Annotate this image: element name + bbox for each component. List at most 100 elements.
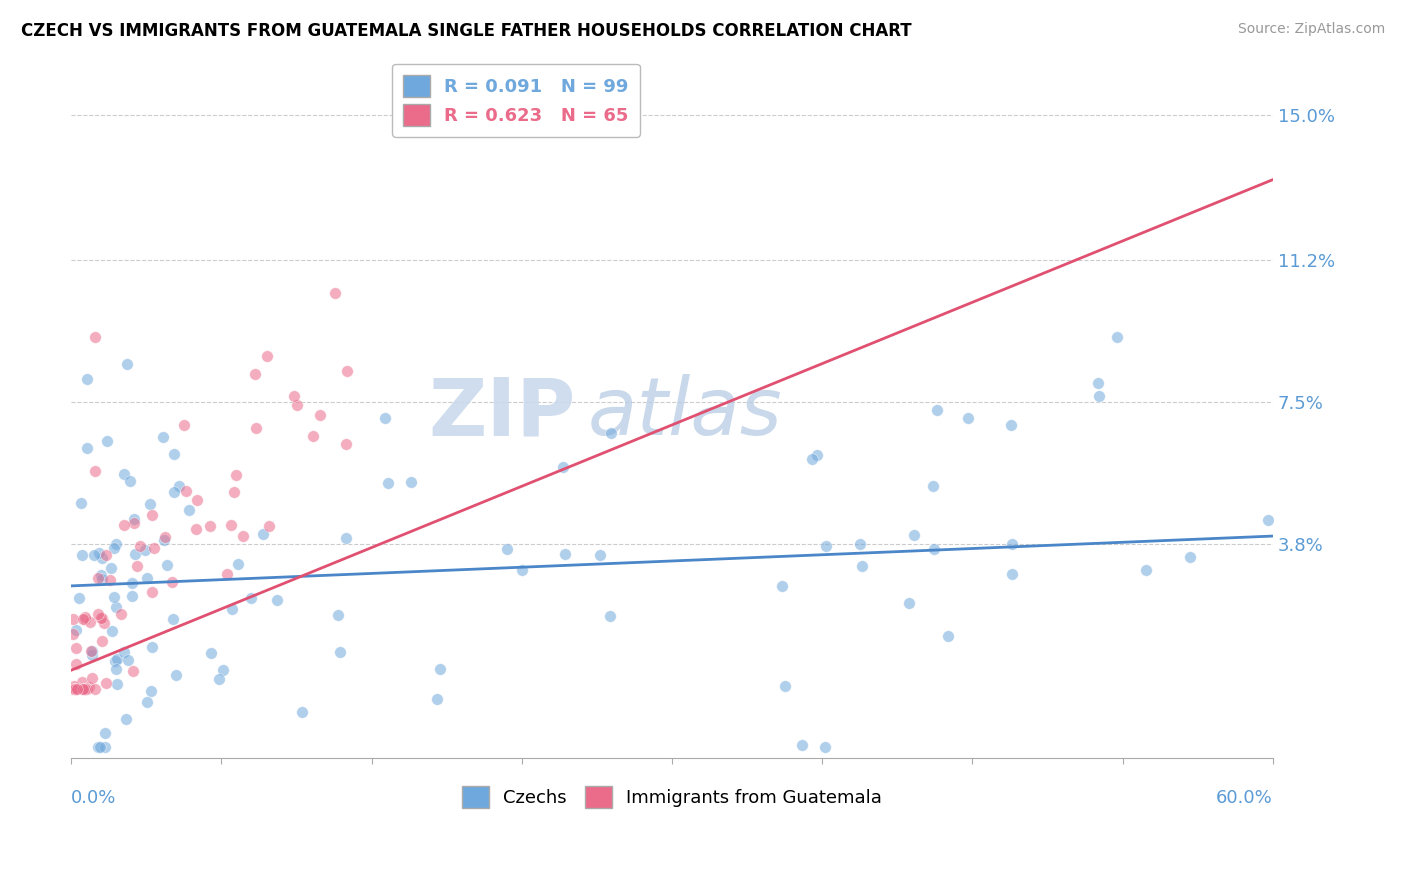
Point — [426, 692, 449, 706]
Text: Source: ZipAtlas.com: Source: ZipAtlas.com — [1237, 22, 1385, 37]
Point — [1257, 513, 1279, 527]
Point — [1135, 564, 1157, 578]
Point — [114, 712, 136, 726]
Point — [115, 357, 138, 371]
Point — [65, 624, 87, 638]
Point — [124, 547, 146, 561]
Point — [107, 677, 129, 691]
Point — [121, 575, 143, 590]
Point — [135, 571, 157, 585]
Point — [1180, 550, 1202, 565]
Point — [101, 624, 124, 639]
Point — [496, 542, 519, 557]
Point — [215, 567, 238, 582]
Point — [73, 682, 96, 697]
Point — [335, 531, 357, 545]
Point — [73, 682, 96, 697]
Point — [770, 579, 793, 593]
Point — [91, 550, 114, 565]
Point — [512, 563, 534, 577]
Point — [76, 682, 98, 697]
Point — [141, 585, 163, 599]
Text: ZIP: ZIP — [429, 375, 576, 452]
Point — [122, 664, 145, 678]
Point — [138, 497, 160, 511]
Point — [83, 682, 105, 697]
Point — [75, 610, 97, 624]
Point — [67, 591, 90, 606]
Point — [62, 612, 84, 626]
Point — [1088, 389, 1111, 403]
Point — [252, 527, 274, 541]
Point — [134, 543, 156, 558]
Point — [245, 421, 267, 435]
Point — [83, 464, 105, 478]
Point — [62, 682, 84, 697]
Point — [152, 533, 174, 547]
Point — [186, 492, 208, 507]
Point — [80, 643, 103, 657]
Point — [94, 726, 117, 740]
Point — [927, 403, 949, 417]
Point — [76, 372, 98, 386]
Point — [63, 682, 86, 697]
Point — [84, 330, 107, 344]
Point — [80, 648, 103, 662]
Point — [226, 557, 249, 571]
Point — [82, 671, 104, 685]
Point — [335, 436, 357, 450]
Point — [62, 679, 84, 693]
Point — [163, 485, 186, 500]
Point — [399, 475, 422, 489]
Point — [72, 612, 94, 626]
Point — [103, 590, 125, 604]
Point — [165, 668, 187, 682]
Point — [553, 460, 575, 475]
Point — [141, 508, 163, 522]
Point — [815, 539, 838, 553]
Point — [91, 610, 114, 624]
Point — [70, 496, 93, 510]
Point — [266, 593, 288, 607]
Legend: Czechs, Immigrants from Guatemala: Czechs, Immigrants from Guatemala — [454, 779, 890, 815]
Point — [1000, 418, 1022, 433]
Point — [200, 646, 222, 660]
Point — [66, 682, 89, 697]
Point — [94, 739, 117, 754]
Point — [104, 654, 127, 668]
Point — [153, 530, 176, 544]
Point — [814, 739, 837, 754]
Point — [70, 675, 93, 690]
Point — [142, 541, 165, 556]
Point — [160, 575, 183, 590]
Point — [243, 367, 266, 381]
Point — [118, 474, 141, 488]
Point — [179, 503, 201, 517]
Point — [221, 602, 243, 616]
Point — [100, 561, 122, 575]
Point — [103, 541, 125, 556]
Point — [212, 663, 235, 677]
Point — [87, 546, 110, 560]
Point — [62, 627, 84, 641]
Point — [1105, 330, 1128, 344]
Point — [256, 349, 278, 363]
Point — [112, 467, 135, 482]
Point — [377, 475, 399, 490]
Point — [922, 542, 945, 557]
Point — [444, 115, 467, 129]
Point — [790, 738, 813, 752]
Point — [79, 615, 101, 629]
Point — [136, 696, 159, 710]
Point — [70, 682, 93, 697]
Point — [90, 611, 112, 625]
Text: atlas: atlas — [588, 375, 783, 452]
Point — [239, 591, 262, 605]
Text: CZECH VS IMMIGRANTS FROM GUATEMALA SINGLE FATHER HOUSEHOLDS CORRELATION CHART: CZECH VS IMMIGRANTS FROM GUATEMALA SINGL… — [21, 22, 911, 40]
Point — [105, 652, 128, 666]
Point — [90, 567, 112, 582]
Point — [65, 682, 87, 697]
Point — [65, 641, 87, 656]
Point — [291, 705, 314, 719]
Point — [302, 429, 325, 443]
